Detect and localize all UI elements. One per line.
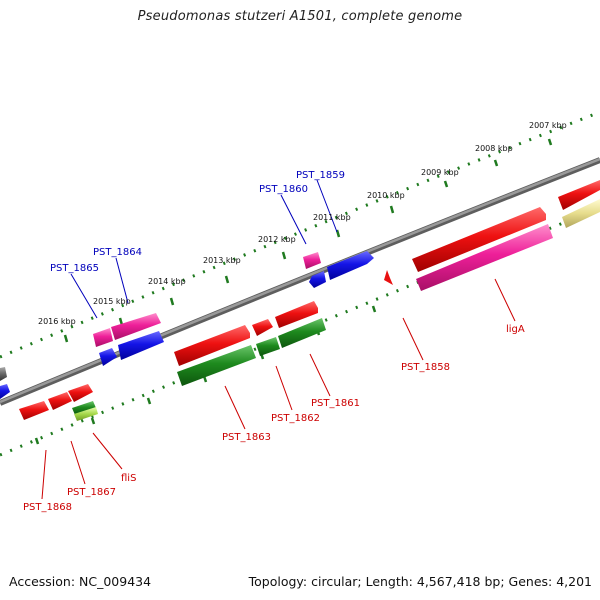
gene-pst1859-lower[interactable] [309,271,326,288]
map-title: Pseudomonas stutzeri A1501, complete gen… [137,9,463,24]
gene-label[interactable]: PST_1860 [259,184,308,195]
gene-pst1859-box[interactable] [327,251,374,280]
scale-label: 2009 kbp [421,168,459,177]
gene-pst1866-upper[interactable] [19,401,49,420]
gene-left-blue[interactable] [0,384,10,399]
gene-liga[interactable] [416,224,553,291]
gene-pst1864-lower[interactable] [118,331,164,360]
accession-text: Accession: NC_009434 [9,574,152,589]
scale-label: 2016 kbp [38,317,76,326]
genome-summary-text: Topology: circular; Length: 4,567,418 bp… [248,574,592,589]
scale-label: 2008 kbp [475,144,513,153]
gene-label[interactable]: PST_1862 [271,413,320,424]
scale-label: 2011 kbp [313,213,351,222]
gene-label[interactable]: PST_1861 [311,398,360,409]
gene-flis-lower-lime[interactable] [74,407,98,421]
scale-label: 2007 kbp [529,121,567,130]
gene-pst1858-upper[interactable] [412,207,546,272]
gene-pst1865-box[interactable] [93,328,113,347]
gene-group-forward [0,180,600,420]
gene-label[interactable]: PST_1858 [401,362,450,373]
gene-pst1862-lower[interactable] [256,337,280,356]
gene-khaki-end[interactable] [562,199,600,228]
scale-label: 2012 kbp [258,235,296,244]
gene-flis-upper[interactable] [68,384,93,402]
gene-label[interactable]: PST_1868 [23,502,72,513]
gene-pst1867-upper[interactable] [48,392,72,410]
genome-backbone [0,157,600,406]
gene-pst1861-upper[interactable] [275,301,318,328]
gene-pst1857-arrow[interactable] [558,180,600,210]
gene-pst1864-box[interactable] [111,313,161,340]
gene-pst1865-lower[interactable] [99,348,117,366]
scale-label: 2014 kbp [148,277,186,286]
gene-label[interactable]: PST_1867 [67,487,116,498]
gene-pst1860-box[interactable] [303,252,321,269]
gene-group-reverse [0,199,600,421]
gene-label[interactable]: PST_1864 [93,247,142,258]
gene-label[interactable]: PST_1865 [50,263,99,274]
gene-pst1858-marker[interactable] [384,270,393,285]
gene-gray-fragment[interactable] [0,367,7,381]
gene-pst1862-upper[interactable] [252,319,273,336]
gene-pst1863-upper[interactable] [174,325,250,366]
gene-pst1863-lower[interactable] [177,345,256,386]
major-ticks-outer [63,138,553,343]
gene-label[interactable]: PST_1859 [296,170,345,181]
leader-lines [41,179,516,500]
gene-pst1861-lower[interactable] [278,318,326,348]
scale-label: 2010 kbp [367,191,405,200]
gene-flis-lower-green[interactable] [72,401,96,415]
scale-label: 2013 kbp [203,256,241,265]
gene-label[interactable]: PST_1863 [222,432,271,443]
gene-label[interactable]: fliS [121,473,136,484]
scale-label: 2015 kbp [93,297,131,306]
gene-label[interactable]: ligA [506,324,525,335]
genome-backbone-highlight [0,157,600,404]
